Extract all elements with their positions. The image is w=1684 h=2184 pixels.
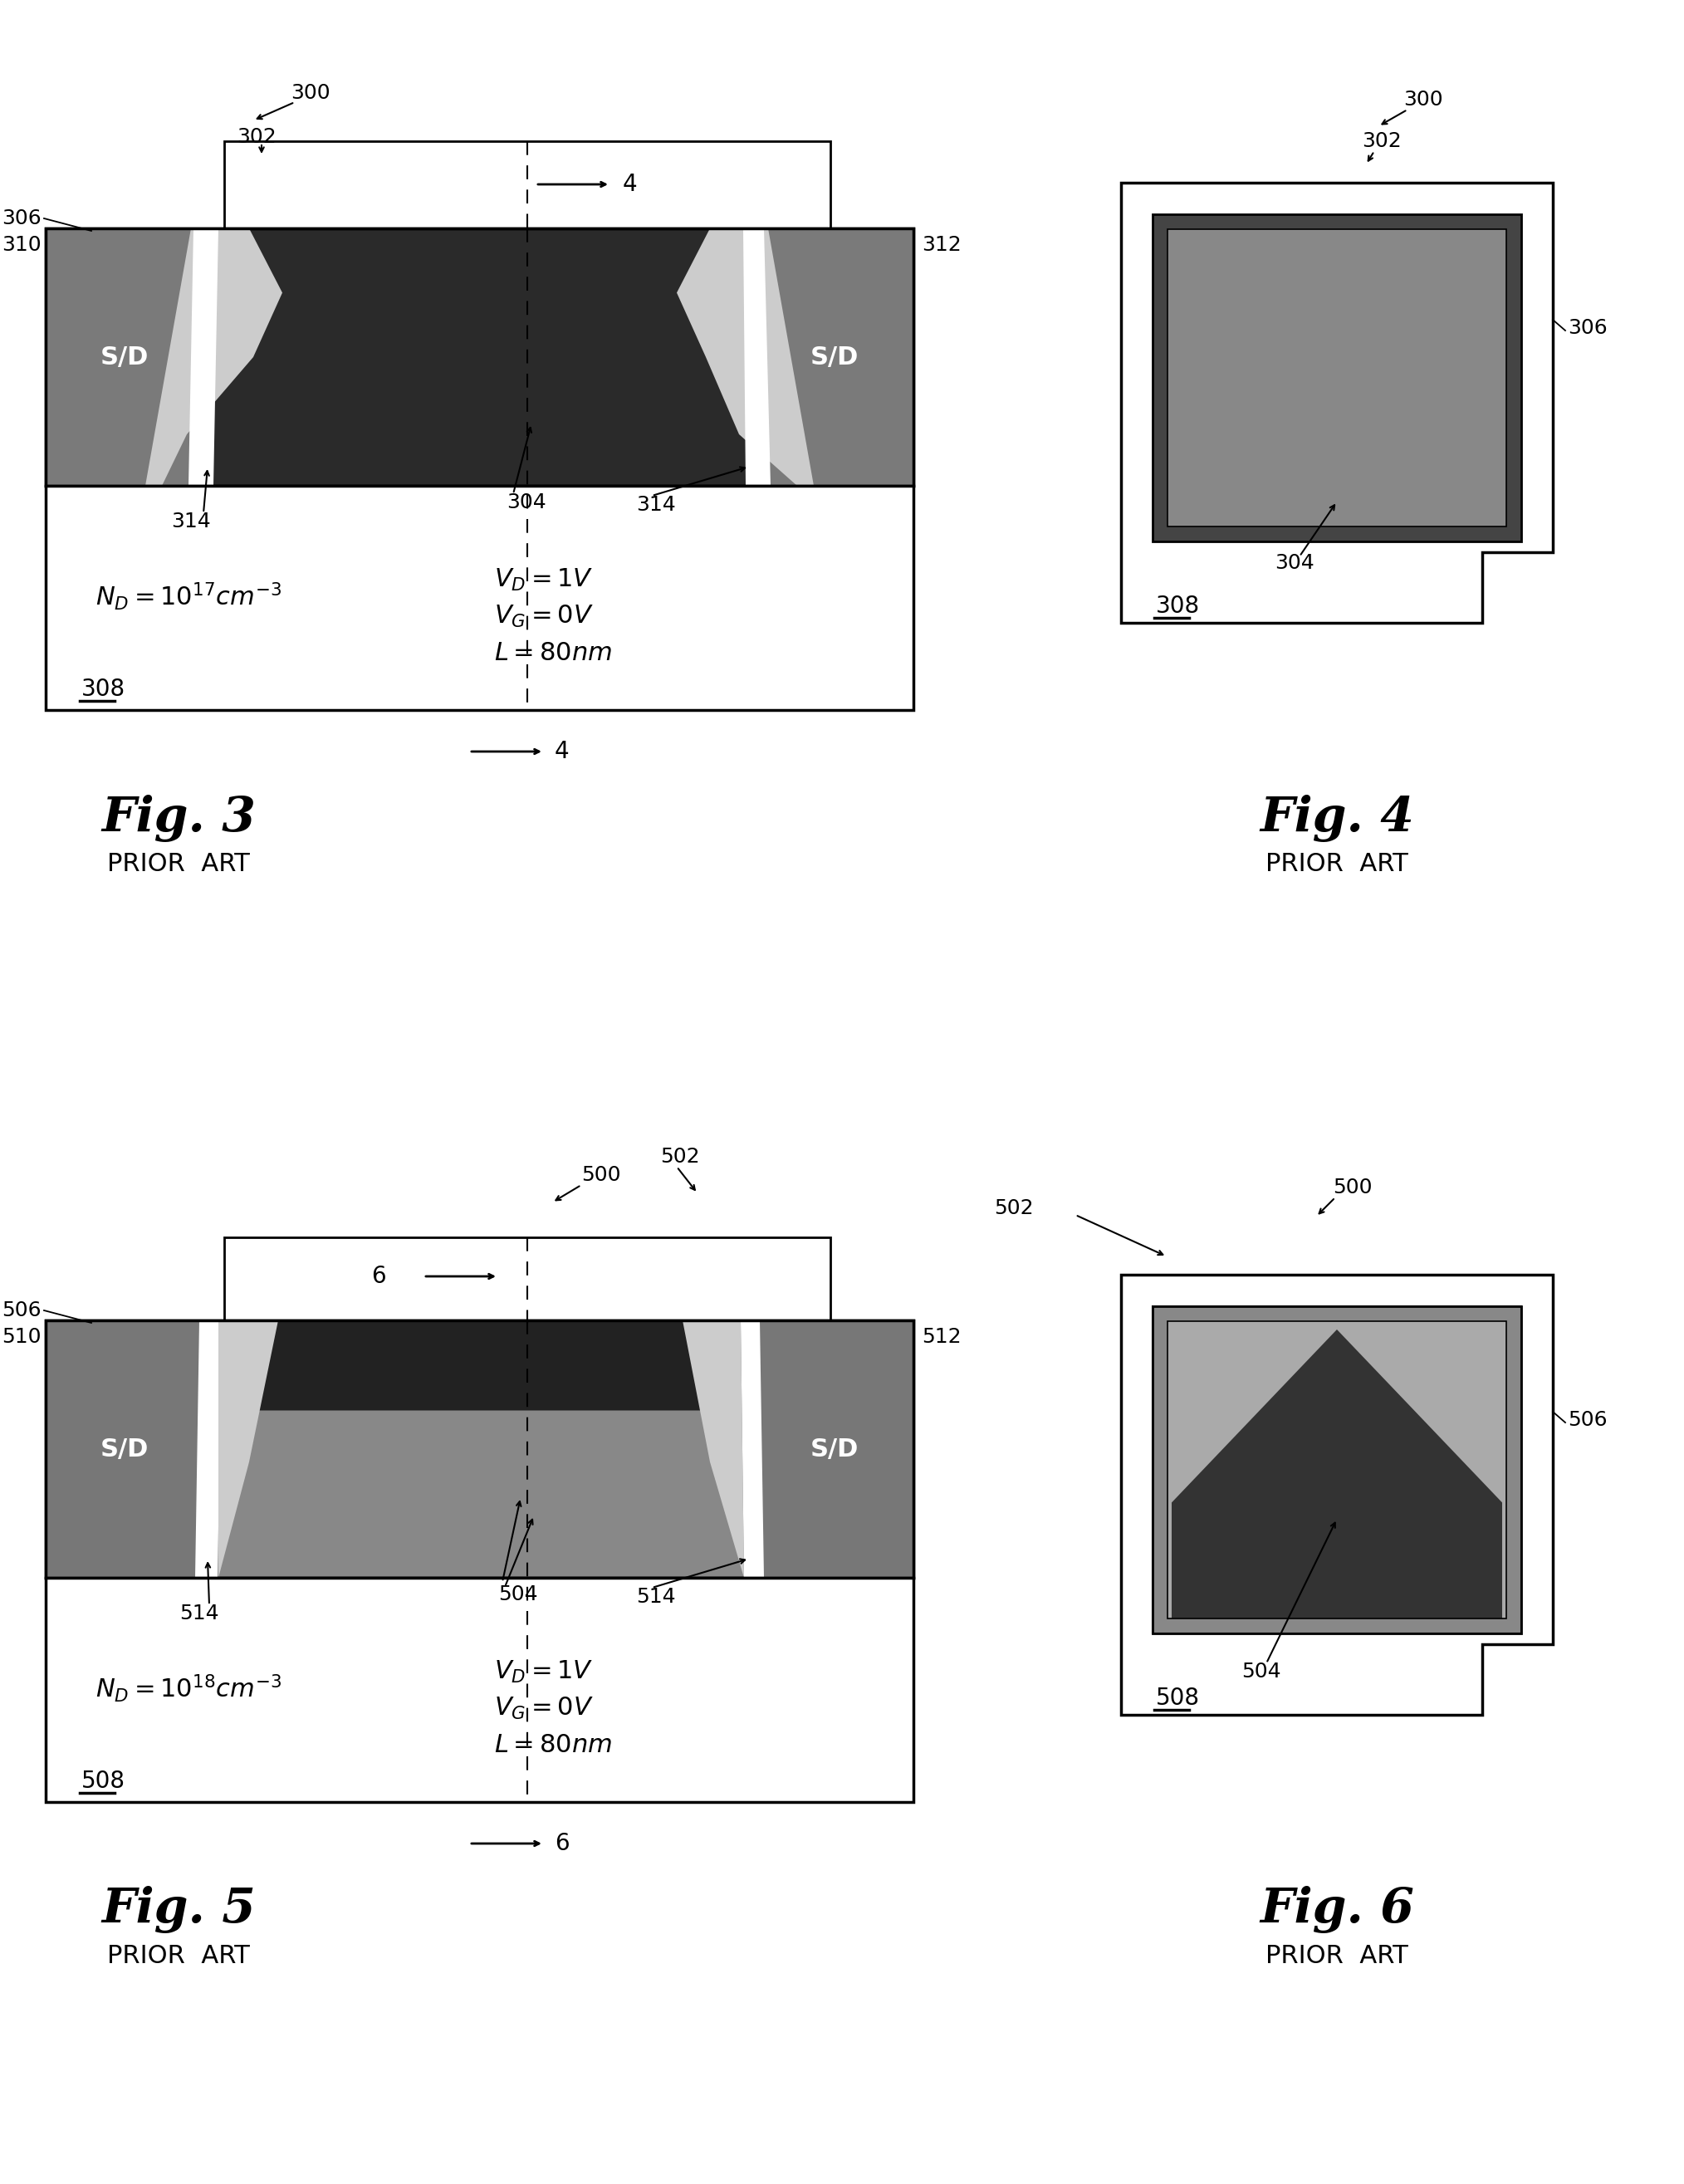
Text: 4: 4 (554, 740, 569, 762)
Text: $V_G=0V$: $V_G=0V$ (493, 603, 593, 629)
Polygon shape (189, 229, 219, 485)
Polygon shape (741, 1321, 765, 1577)
Bar (1167, 229, 1505, 526)
Text: PRIOR  ART: PRIOR ART (1266, 852, 1408, 876)
Bar (45, 1321, 913, 1577)
Text: 4: 4 (623, 173, 638, 197)
Bar (45, 229, 204, 485)
Text: 300: 300 (1403, 90, 1443, 109)
Bar (1167, 229, 1505, 526)
Text: $N_D=10^{18}cm^{-3}$: $N_D=10^{18}cm^{-3}$ (96, 1673, 281, 1704)
Bar (1167, 1321, 1505, 1618)
Text: 508: 508 (1155, 1686, 1201, 1710)
Text: 312: 312 (921, 236, 962, 256)
Text: 304: 304 (507, 491, 546, 513)
Bar (45, 485, 913, 710)
Text: Fig. 5: Fig. 5 (101, 1887, 256, 1933)
Text: 506: 506 (1568, 1411, 1607, 1431)
Text: 300: 300 (291, 83, 330, 103)
Polygon shape (219, 1321, 278, 1577)
Text: PRIOR  ART: PRIOR ART (108, 1944, 249, 1968)
Polygon shape (677, 229, 813, 485)
Bar (224, 1238, 830, 1324)
Bar (1152, 1306, 1521, 1634)
Bar (1167, 1321, 1505, 1618)
Bar (45, 1577, 913, 1802)
Text: PRIOR  ART: PRIOR ART (108, 852, 249, 876)
Text: 508: 508 (81, 1769, 125, 1793)
Polygon shape (1172, 1330, 1502, 1618)
Polygon shape (221, 1321, 739, 1411)
Bar (756, 229, 913, 485)
Text: $L=80nm$: $L=80nm$ (493, 640, 613, 664)
Text: S/D: S/D (810, 345, 859, 369)
Bar (1152, 1306, 1521, 1634)
Bar (45, 229, 913, 485)
Text: 302: 302 (237, 127, 276, 146)
Bar (1152, 214, 1521, 542)
Text: 308: 308 (1155, 594, 1201, 618)
Text: 514: 514 (637, 1588, 675, 1607)
Text: 500: 500 (1332, 1177, 1372, 1197)
Polygon shape (682, 1321, 744, 1577)
Polygon shape (1122, 1275, 1553, 1714)
Text: 502: 502 (660, 1147, 699, 1166)
Text: 514: 514 (180, 1603, 219, 1623)
Text: 306: 306 (1568, 319, 1608, 339)
Text: 302: 302 (1362, 131, 1401, 151)
Text: 6: 6 (372, 1265, 386, 1289)
Text: 310: 310 (2, 236, 42, 256)
Polygon shape (195, 1321, 222, 1577)
Bar (45, 229, 913, 485)
Text: 502: 502 (994, 1199, 1034, 1219)
Bar (45, 1321, 913, 1577)
Text: $L=80nm$: $L=80nm$ (493, 1732, 613, 1756)
Text: S/D: S/D (810, 1437, 859, 1461)
Text: 6: 6 (554, 1832, 569, 1854)
Text: 308: 308 (81, 677, 126, 701)
Text: Fig. 6: Fig. 6 (1260, 1887, 1415, 1933)
Text: $N_D=10^{17}cm^{-3}$: $N_D=10^{17}cm^{-3}$ (96, 581, 281, 612)
Text: Fig. 4: Fig. 4 (1260, 795, 1415, 841)
Polygon shape (145, 229, 283, 485)
Text: Fig. 3: Fig. 3 (101, 795, 256, 841)
Text: 500: 500 (581, 1164, 621, 1186)
Text: 504: 504 (1241, 1662, 1282, 1682)
Text: 510: 510 (2, 1328, 42, 1348)
Text: 314: 314 (172, 511, 210, 531)
Bar (224, 142, 830, 229)
Bar (756, 1321, 913, 1577)
Polygon shape (743, 229, 771, 485)
Polygon shape (1122, 183, 1553, 622)
Text: $V_D=1V$: $V_D=1V$ (493, 566, 593, 592)
Text: 506: 506 (2, 1299, 42, 1321)
Text: 512: 512 (921, 1328, 962, 1348)
Text: PRIOR  ART: PRIOR ART (1266, 1944, 1408, 1968)
Bar (45, 1321, 204, 1577)
Text: $V_D=1V$: $V_D=1V$ (493, 1658, 593, 1684)
Text: 304: 304 (1275, 553, 1314, 572)
Text: S/D: S/D (101, 345, 148, 369)
Text: S/D: S/D (101, 1437, 148, 1461)
Text: 314: 314 (637, 496, 675, 515)
Text: 306: 306 (2, 207, 42, 229)
Text: $V_G=0V$: $V_G=0V$ (493, 1695, 593, 1721)
Text: 504: 504 (498, 1583, 537, 1605)
